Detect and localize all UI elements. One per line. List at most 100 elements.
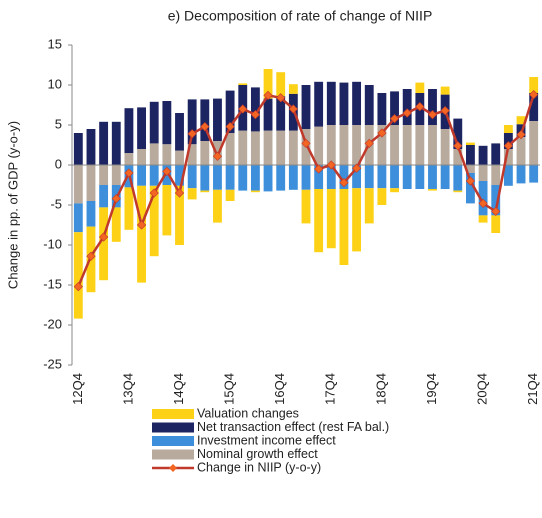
- bar-segment: [529, 77, 539, 93]
- y-tick-label: 5: [55, 116, 62, 131]
- bar-segment: [99, 185, 109, 208]
- line-marker: [339, 177, 349, 188]
- bar-segment: [288, 165, 298, 190]
- line-marker: [225, 121, 235, 132]
- bar-segment: [99, 121, 109, 165]
- bar-segment: [200, 165, 210, 191]
- legend-label: Change in NIIP (y-o-y): [197, 460, 321, 474]
- line-marker: [288, 104, 298, 114]
- x-tick-label: 17Q4: [323, 373, 338, 405]
- bar-segment: [111, 207, 121, 242]
- bar-segment: [187, 99, 197, 145]
- bar-segment: [238, 83, 248, 85]
- bar-segment: [86, 201, 96, 227]
- bar-segment: [263, 98, 273, 131]
- bar-segment: [276, 130, 286, 165]
- bar-segment: [478, 181, 488, 216]
- bar-segment: [428, 125, 437, 165]
- line-marker: [427, 109, 438, 120]
- line-marker: [136, 220, 147, 230]
- bar-segment: [200, 190, 210, 193]
- line-marker: [73, 281, 83, 292]
- bar-segment: [86, 129, 96, 165]
- bar-segment: [478, 145, 488, 165]
- bar-segment: [225, 165, 235, 190]
- bar-segment: [390, 91, 399, 125]
- bar-segment: [124, 108, 134, 153]
- line-marker: [86, 251, 96, 261]
- bar-segment: [453, 190, 463, 193]
- line-marker: [351, 163, 362, 173]
- bar-segment: [187, 144, 197, 165]
- y-tick-label: 0: [55, 156, 62, 171]
- line-marker: [402, 108, 412, 118]
- bar-segment: [162, 144, 172, 165]
- line-marker: [263, 90, 273, 101]
- bar-segment: [200, 99, 210, 141]
- bar-segment: [124, 153, 134, 165]
- line-marker: [149, 188, 159, 198]
- bar-segment: [415, 82, 425, 93]
- bar-segment: [149, 165, 159, 186]
- bar-segment: [415, 165, 425, 189]
- x-tick-label: 21Q4: [525, 373, 540, 405]
- bar-segment: [314, 189, 324, 253]
- bar-segment: [440, 165, 450, 189]
- line-marker: [314, 164, 324, 174]
- bar-segment: [428, 189, 437, 191]
- x-tick-label: 16Q4: [272, 373, 287, 405]
- bar-segment: [364, 165, 374, 189]
- line-marker: [200, 121, 210, 132]
- bar-segment: [377, 125, 387, 165]
- bar-segment: [73, 232, 83, 319]
- bar-segment: [478, 165, 488, 181]
- line-marker: [453, 141, 463, 151]
- bar-segment: [149, 143, 159, 165]
- line-marker: [440, 105, 450, 116]
- bar-segment: [187, 165, 197, 189]
- bar-segment: [99, 165, 109, 185]
- bar-segment: [137, 107, 146, 149]
- bar-segment: [86, 165, 96, 201]
- bar-segment: [428, 89, 437, 125]
- bar-segment: [428, 165, 437, 189]
- y-tick-label: -25: [43, 356, 62, 371]
- legend-swatch: [152, 422, 194, 433]
- chart-title: e) Decomposition of rate of change of NI…: [168, 8, 433, 24]
- bar-segment: [352, 165, 362, 189]
- bar-segment: [250, 190, 260, 193]
- bar-segment: [111, 121, 121, 165]
- bar-segment: [339, 165, 349, 189]
- bar-segment: [162, 185, 172, 236]
- x-tick-label: 19Q4: [424, 373, 439, 405]
- bar-segment: [137, 185, 146, 283]
- bar-segment: [390, 188, 399, 193]
- x-tick-label: 20Q4: [475, 373, 490, 405]
- y-axis-label: Change in pp. of GDP (y-o-y): [5, 121, 20, 289]
- line-marker: [124, 168, 134, 178]
- line-marker: [187, 129, 197, 139]
- bar-segment: [73, 165, 83, 204]
- line-marker: [212, 151, 223, 161]
- bar-segment: [390, 125, 399, 165]
- bar-segment: [276, 165, 286, 191]
- bar-segment: [364, 188, 374, 224]
- bar-segment: [301, 85, 311, 129]
- legend-label: Investment income effect: [197, 433, 336, 447]
- bar-segment: [415, 125, 425, 165]
- bar-segment: [238, 130, 248, 165]
- bar-segment: [516, 116, 526, 125]
- line-marker: [503, 141, 514, 151]
- bar-segment: [250, 87, 260, 132]
- line-marker: [250, 109, 261, 120]
- bar-segment: [503, 125, 513, 133]
- legend-label: Net transaction effect (rest FA bal.): [197, 420, 389, 434]
- bar-segment: [73, 133, 83, 165]
- bar-segment: [326, 81, 336, 125]
- bar-segment: [111, 165, 121, 185]
- bar-segment: [175, 113, 184, 151]
- bar-segment: [402, 89, 412, 125]
- line-marker: [162, 166, 172, 177]
